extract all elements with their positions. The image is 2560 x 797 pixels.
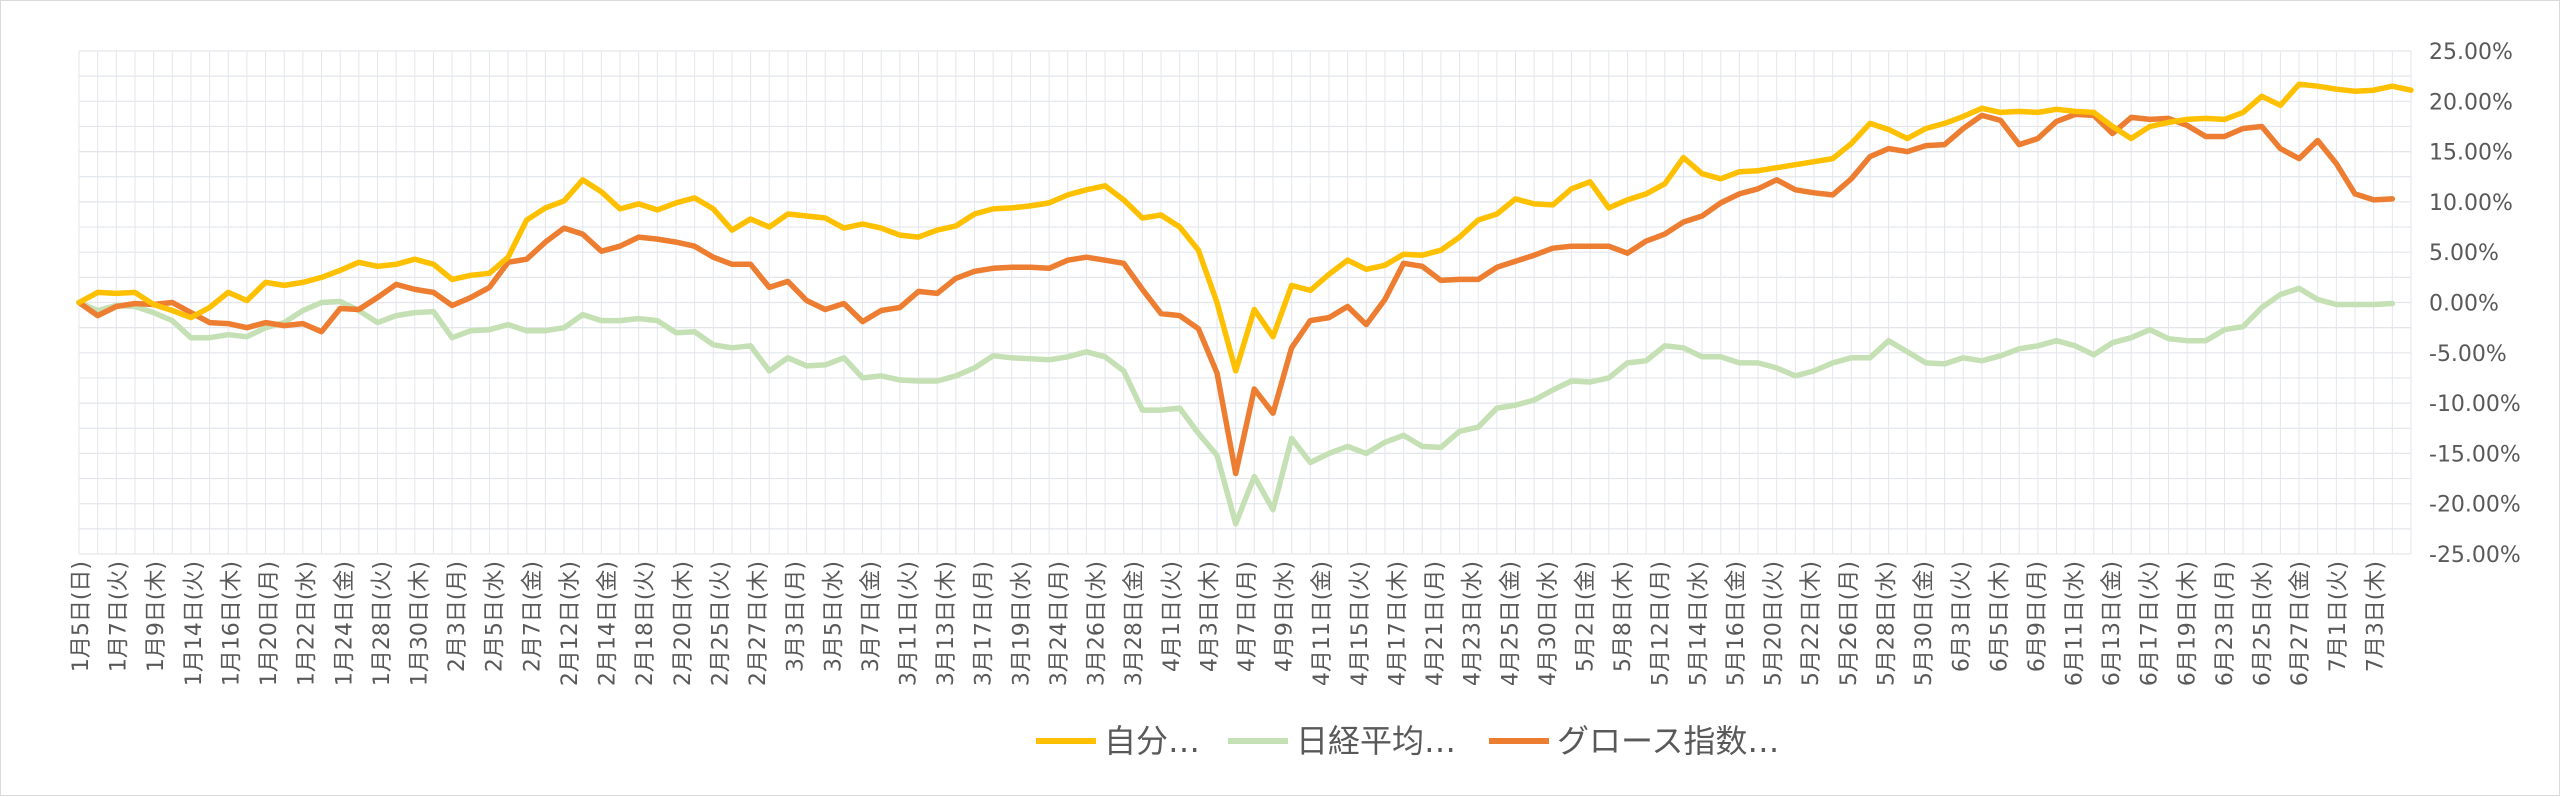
x-tick-label: 5月22日(木) [1799, 561, 1824, 686]
x-tick-label: 6月23日(月) [2213, 561, 2238, 686]
series-line [76, 81, 2414, 374]
x-tick-label: 3月24日(月) [1047, 561, 1072, 686]
y-tick-label: 10.00% [2429, 191, 2513, 216]
x-tick-label: 4月9日(水) [1273, 561, 1298, 672]
x-tick-label: 3月13日(木) [934, 561, 959, 686]
x-tick-label: 5月14日(水) [1686, 561, 1711, 686]
x-tick-label: 2月5日(水) [483, 561, 508, 672]
x-tick-label: 3月7日(金) [859, 561, 884, 672]
x-tick-label: 2月14日(金) [596, 561, 621, 686]
x-tick-label: 2月3日(月) [445, 561, 470, 672]
x-tick-label: 1月9日(木) [144, 561, 169, 672]
x-tick-label: 2月25日(火) [708, 561, 733, 686]
y-tick-label: -10.00% [2429, 392, 2521, 417]
x-tick-label: 1月30日(木) [408, 561, 433, 686]
y-tick-label: 25.00% [2429, 40, 2513, 65]
legend: 自分… 日経平均… グロース指数… [1036, 722, 1779, 760]
x-tick-label: 1月5日(日) [69, 561, 94, 672]
y-axis-tick-labels: 25.00% 20.00% 15.00% 10.00% 5.00% 0.00% -5.00%… [2429, 40, 2521, 568]
x-tick-label: 4月7日(月) [1235, 561, 1260, 672]
x-tick-label: 6月11日(水) [2062, 561, 2087, 686]
x-tick-label: 3月5日(水) [821, 561, 846, 672]
y-tick-label: -20.00% [2429, 493, 2521, 518]
x-tick-label: 6月9日(月) [2025, 561, 2050, 672]
x-axis-tick-labels: 1月5日(日) 1月7日(火) 1月9日(木) 1月14日(火) 1月16日(木) 1月2… [69, 561, 2388, 686]
series-line [76, 285, 2396, 527]
x-tick-label: 1月24日(金) [332, 561, 357, 686]
x-tick-label: 3月11日(火) [896, 561, 921, 686]
x-tick-label: 1月28日(火) [370, 561, 395, 686]
y-tick-label: 15.00% [2429, 141, 2513, 166]
x-tick-label: 5月20日(火) [1762, 561, 1787, 686]
x-tick-label: 4月23日(水) [1461, 561, 1486, 686]
legend-label: グロース指数… [1557, 722, 1779, 760]
x-tick-label: 5月28日(水) [1874, 561, 1899, 686]
gridlines [78, 50, 2412, 555]
x-tick-label: 1月14日(火) [182, 561, 207, 686]
x-tick-label: 1月16日(木) [219, 561, 244, 686]
x-tick-label: 5月26日(月) [1837, 561, 1862, 686]
series-lines [76, 81, 2414, 527]
legend-label: 日経平均… [1296, 722, 1456, 760]
x-tick-label: 6月27日(金) [2288, 561, 2313, 686]
x-tick-label: 6月17日(火) [2138, 561, 2163, 686]
x-tick-label: 4月17日(木) [1385, 561, 1410, 686]
y-tick-label: -15.00% [2429, 442, 2521, 467]
x-tick-label: 5月30日(金) [1912, 561, 1937, 686]
x-tick-label: 6月13日(金) [2100, 561, 2125, 686]
x-tick-label: 5月8日(木) [1611, 561, 1636, 672]
legend-label: 自分… [1104, 722, 1200, 760]
x-tick-label: 3月28日(金) [1122, 561, 1147, 686]
x-tick-label: 3月19日(水) [1009, 561, 1034, 686]
x-tick-label: 4月1日(火) [1160, 561, 1185, 672]
x-tick-label: 3月26日(水) [1085, 561, 1110, 686]
x-tick-label: 6月5日(木) [1987, 561, 2012, 672]
y-tick-label: 0.00% [2429, 292, 2499, 317]
x-tick-label: 4月15日(火) [1348, 561, 1373, 686]
x-tick-label: 6月19日(木) [2175, 561, 2200, 686]
x-tick-label: 7月1日(火) [2326, 561, 2351, 672]
x-tick-label: 1月22日(水) [295, 561, 320, 686]
y-tick-label: 20.00% [2429, 90, 2513, 115]
y-tick-label: -5.00% [2429, 342, 2507, 367]
x-tick-label: 6月3日(火) [1950, 561, 1975, 672]
x-tick-label: 5月2日(金) [1574, 561, 1599, 672]
x-tick-label: 5月16日(金) [1724, 561, 1749, 686]
x-tick-label: 4月30日(水) [1536, 561, 1561, 686]
x-tick-label: 4月3日(木) [1197, 561, 1222, 672]
x-tick-label: 2月20日(木) [671, 561, 696, 686]
x-tick-label: 1月7日(火) [107, 561, 132, 672]
series-line [76, 111, 2396, 477]
y-tick-label: -25.00% [2429, 543, 2521, 568]
x-tick-label: 6月25日(水) [2251, 561, 2276, 686]
x-tick-label: 4月21日(月) [1423, 561, 1448, 686]
x-tick-label: 2月7日(金) [520, 561, 545, 672]
x-tick-label: 2月12日(水) [558, 561, 583, 686]
x-tick-label: 4月25日(金) [1498, 561, 1523, 686]
x-tick-label: 2月18日(火) [633, 561, 658, 686]
x-tick-label: 3月17日(月) [972, 561, 997, 686]
x-tick-label: 5月12日(月) [1649, 561, 1674, 686]
y-tick-label: 5.00% [2429, 241, 2499, 266]
x-tick-label: 7月3日(木) [2363, 561, 2388, 672]
x-tick-label: 4月11日(金) [1310, 561, 1335, 686]
x-tick-label: 2月27日(木) [746, 561, 771, 686]
x-tick-label: 3月3日(月) [784, 561, 809, 672]
x-tick-label: 1月20日(月) [257, 561, 282, 686]
